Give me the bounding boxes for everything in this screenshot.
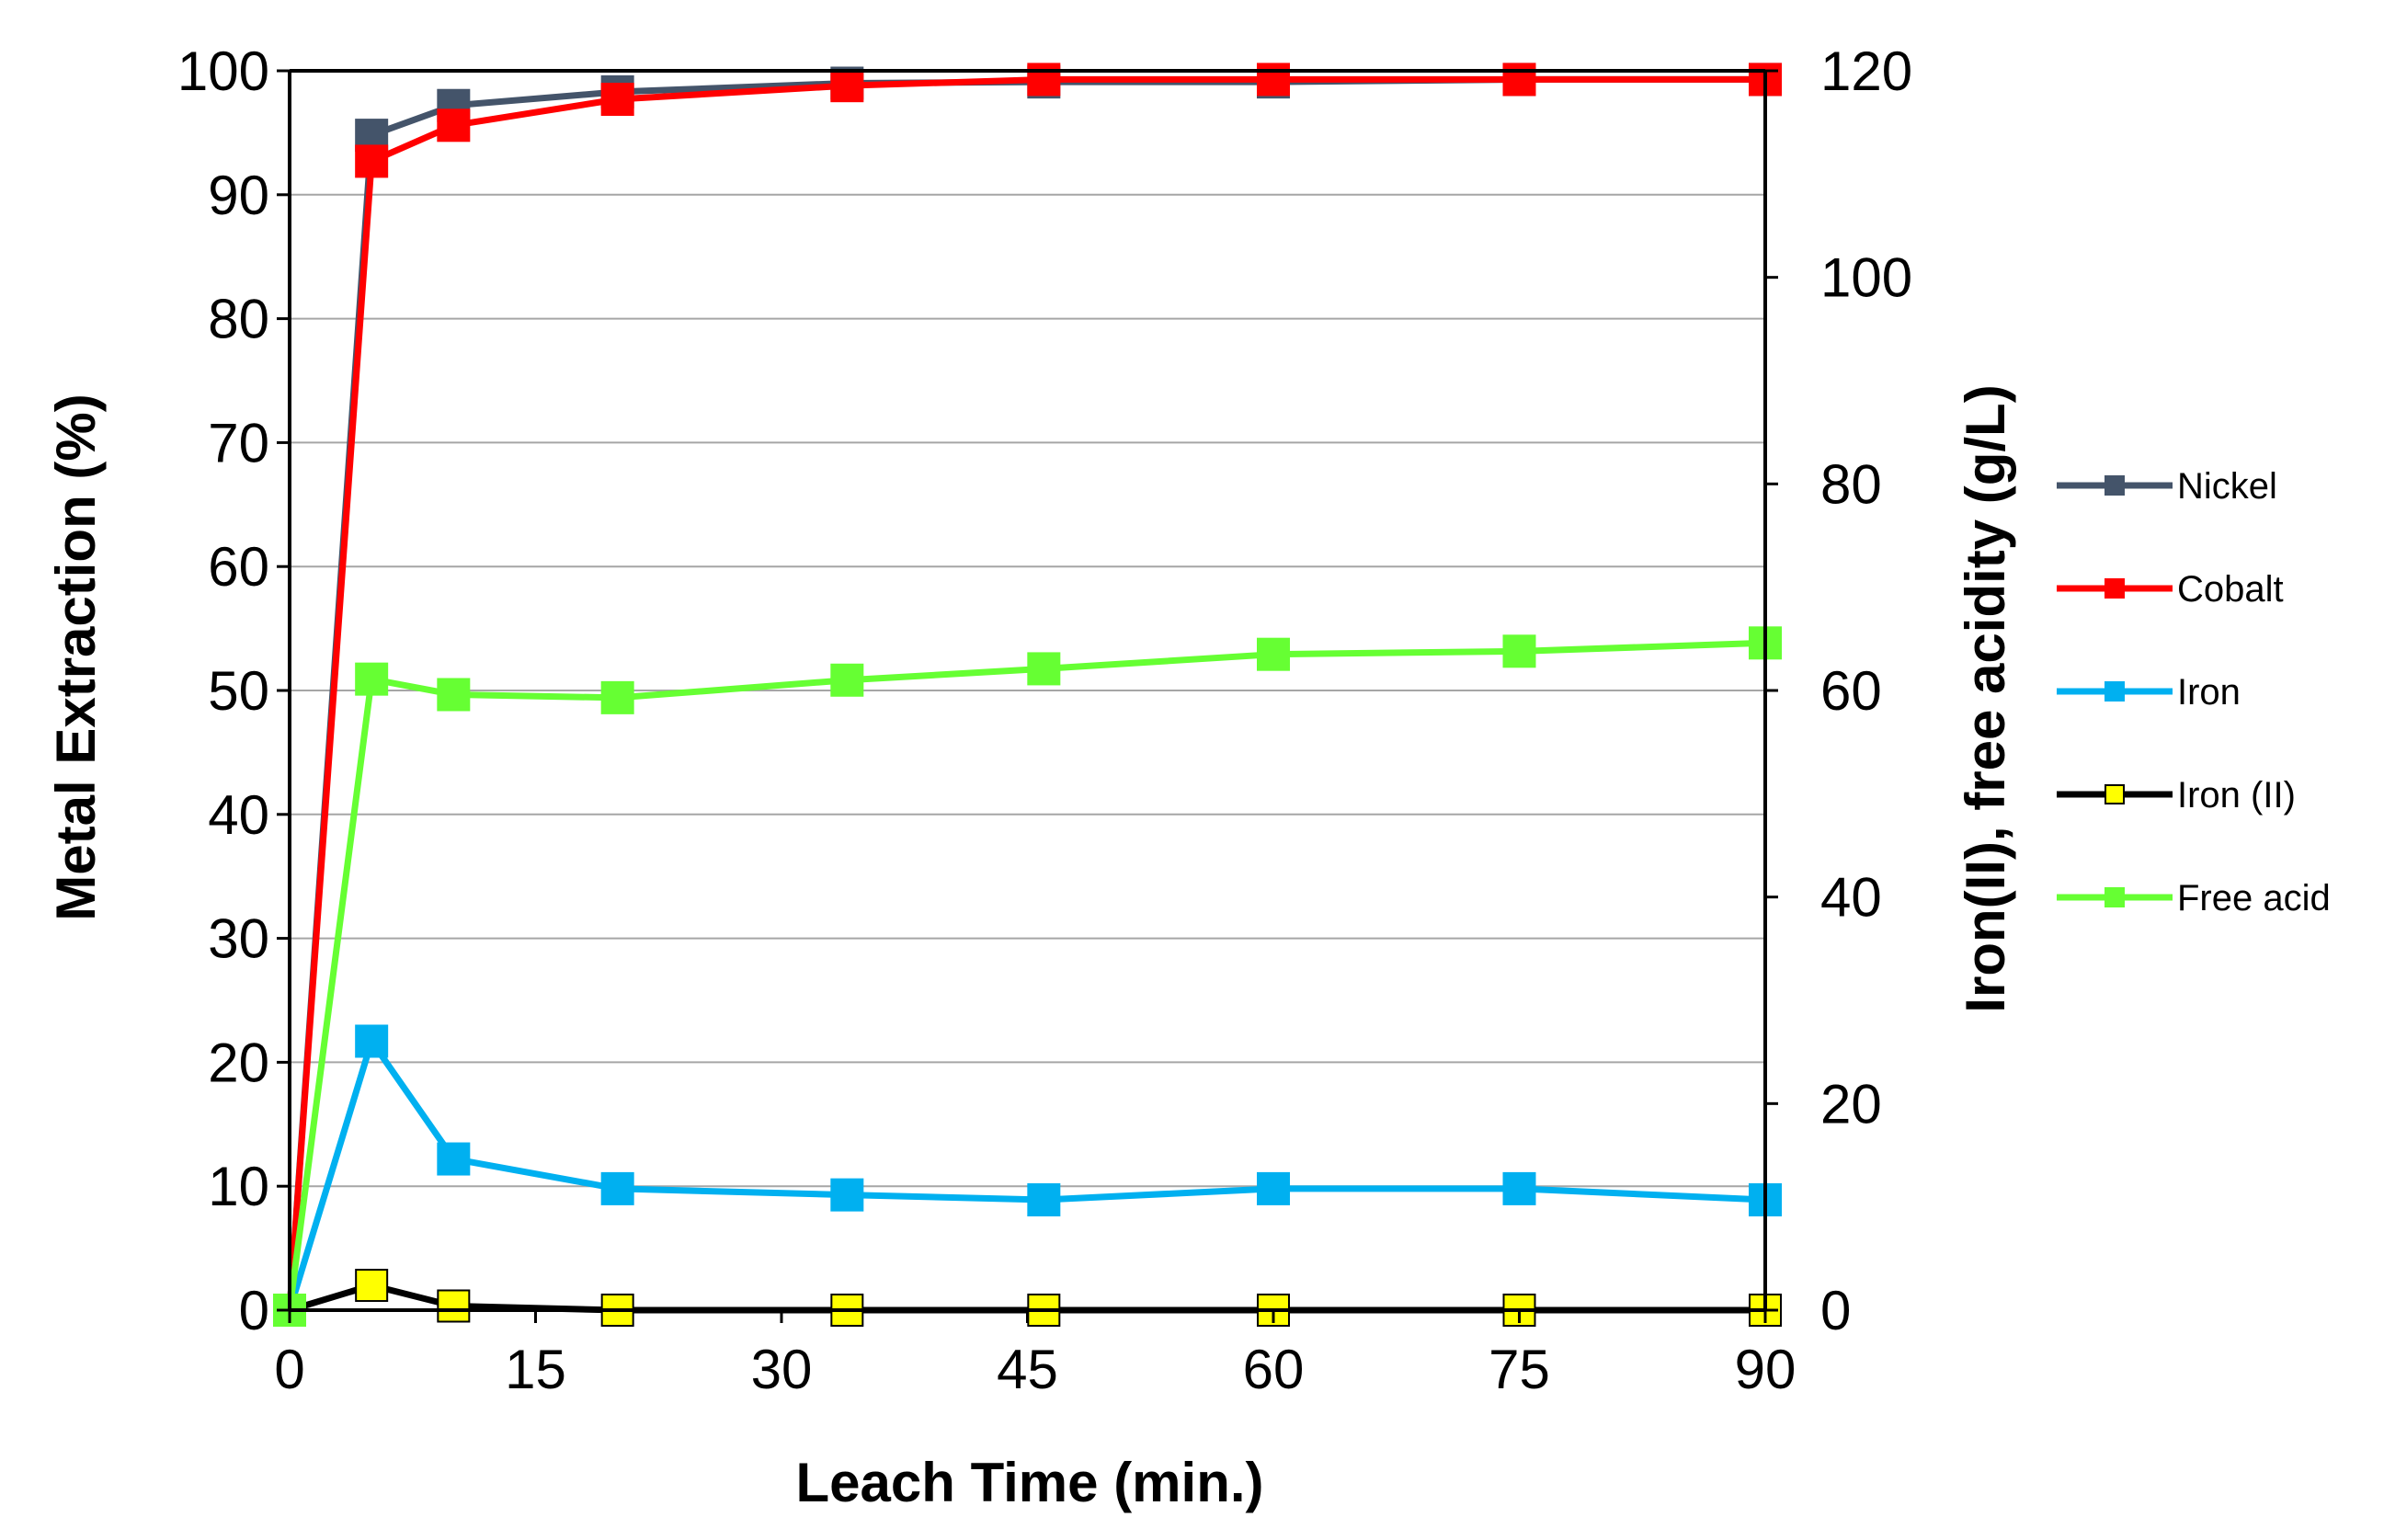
y-axis-title: Metal Extraction (%) xyxy=(45,394,107,920)
legend-label-iron-ii: Iron (II) xyxy=(2177,775,2296,816)
y-tick-label-100: 100 xyxy=(177,40,269,102)
point-iron-60 xyxy=(1257,1171,1290,1205)
x-tick-label-60: 60 xyxy=(1243,1339,1305,1400)
legend-marker-iron-ii xyxy=(2105,784,2125,804)
point-iron-34 xyxy=(830,1178,864,1212)
y2-tick-label-100: 100 xyxy=(1820,247,1912,309)
y-tick-label-10: 10 xyxy=(208,1156,269,1217)
point-free-acid-10 xyxy=(437,678,471,712)
legend-label-cobalt: Cobalt xyxy=(2177,569,2284,610)
point-iron-10 xyxy=(437,1142,471,1176)
series-layer xyxy=(273,63,1782,1327)
y-tick-label-60: 60 xyxy=(208,536,269,598)
legend-item-iron-ii: Iron (II) xyxy=(2057,775,2296,816)
x-axis-title: Leach Time (min.) xyxy=(795,1452,1263,1513)
x-tick-label-30: 30 xyxy=(751,1339,813,1400)
legend-marker-iron xyxy=(2105,681,2125,702)
series-iron xyxy=(273,1024,1782,1327)
point-free-acid-5 xyxy=(355,662,389,696)
y-tick-label-90: 90 xyxy=(208,165,269,226)
point-cobalt-20 xyxy=(600,83,634,117)
point-free-acid-75 xyxy=(1502,634,1536,668)
y2-tick-label-60: 60 xyxy=(1820,660,1882,722)
legend-item-free-acid: Free acid xyxy=(2057,878,2331,918)
y2-tick-label-20: 20 xyxy=(1820,1073,1882,1135)
legend-marker-free-acid xyxy=(2105,887,2125,907)
y-tick-label-80: 80 xyxy=(208,289,269,350)
x-tick-label-15: 15 xyxy=(505,1339,566,1400)
point-cobalt-46 xyxy=(1027,63,1061,97)
series-line-iron xyxy=(286,1037,1766,1312)
point-cobalt-75 xyxy=(1502,63,1536,97)
point-iron-20 xyxy=(600,1171,634,1205)
point-cobalt-60 xyxy=(1257,63,1290,97)
legend-label-iron: Iron xyxy=(2177,672,2241,713)
point-iron-5 xyxy=(355,1024,389,1058)
point-free-acid-20 xyxy=(600,680,634,714)
series-free-acid xyxy=(273,626,1782,1327)
y-tick-label-0: 0 xyxy=(239,1280,269,1341)
legend-label-free-acid: Free acid xyxy=(2177,878,2331,918)
y-tick-label-20: 20 xyxy=(208,1032,269,1093)
x-tick-label-45: 45 xyxy=(997,1339,1058,1400)
point-iron-75 xyxy=(1502,1171,1536,1205)
y-tick-label-50: 50 xyxy=(208,660,269,722)
legend-item-nickel: Nickel xyxy=(2057,466,2277,507)
legend-marker-nickel xyxy=(2105,475,2125,496)
gridlines xyxy=(290,70,1765,1188)
y-tick-label-40: 40 xyxy=(208,784,269,846)
point-free-acid-34 xyxy=(830,663,864,697)
legend: Nickel Cobalt Iron Iron (II) Free acid xyxy=(2057,466,2331,918)
legend-item-iron: Iron xyxy=(2057,672,2241,713)
y2-tick-label-0: 0 xyxy=(1820,1280,1851,1341)
y-tick-label-30: 30 xyxy=(208,908,269,970)
y2-tick-label-40: 40 xyxy=(1820,867,1882,929)
x-tick-label-90: 90 xyxy=(1735,1339,1797,1400)
y2-tick-label-80: 80 xyxy=(1820,453,1882,515)
x-tick-label-0: 0 xyxy=(274,1339,304,1400)
point-cobalt-34 xyxy=(830,69,864,103)
legend-item-cobalt: Cobalt xyxy=(2057,569,2284,610)
point-free-acid-60 xyxy=(1257,637,1290,671)
point-iron-ii-5 xyxy=(355,1269,389,1303)
y2-tick-label-120: 120 xyxy=(1820,40,1912,102)
point-iron-ii-10 xyxy=(437,1289,471,1323)
point-cobalt-10 xyxy=(437,108,471,143)
axes: 0 10 20 30 40 50 60 70 80 90 100 0 20 40 60 80 100 120 0 15… xyxy=(177,40,1912,1400)
point-free-acid-46 xyxy=(1027,652,1061,686)
legend-label-nickel: Nickel xyxy=(2177,466,2277,507)
legend-marker-cobalt xyxy=(2105,578,2125,599)
point-cobalt-5 xyxy=(355,144,389,178)
y-tick-label-70: 70 xyxy=(208,412,269,473)
x-tick-label-75: 75 xyxy=(1489,1339,1550,1400)
point-iron-46 xyxy=(1027,1183,1061,1217)
y2-axis-title: Iron(II), free acidity (g/L) xyxy=(1955,384,2016,1012)
